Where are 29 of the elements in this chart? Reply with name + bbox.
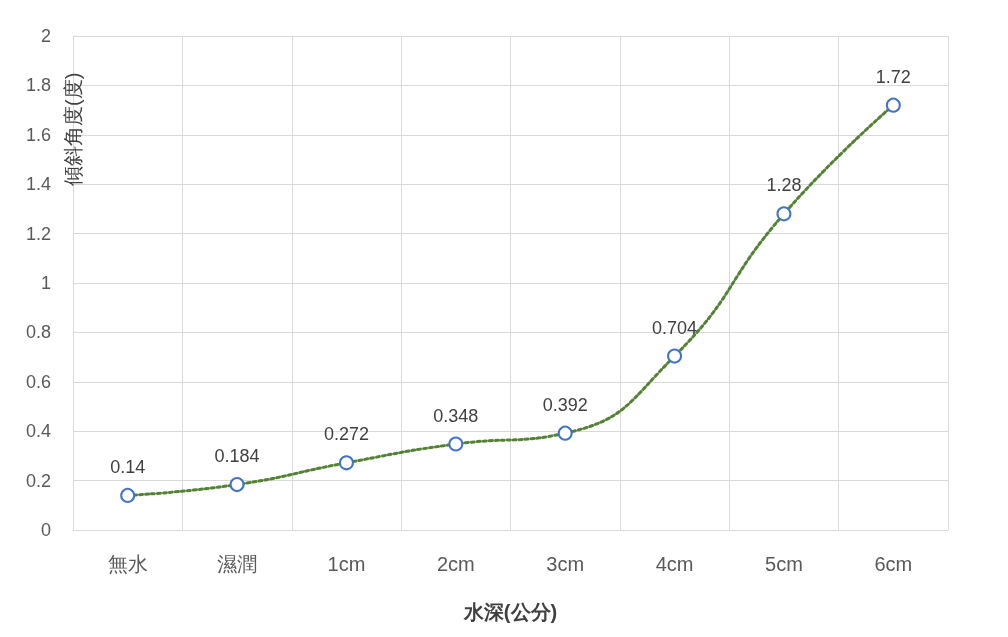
data-label: 0.184 [214,446,260,467]
x-tick-label: 無水 [107,553,148,575]
y-tick-label: 0.6 [25,371,51,392]
x-tick-label: 2cm [436,553,475,575]
data-label: 0.704 [652,317,698,338]
y-tick-label: 1.6 [25,124,51,145]
x-tick-label: 1cm [327,553,366,575]
data-label: 1.28 [766,175,802,196]
y-tick-label: 2 [40,26,51,46]
y-tick-label: 0 [40,520,51,540]
data-label: 0.14 [110,456,146,477]
data-label: 0.392 [542,394,588,415]
y-tick-label: 1.8 [25,75,51,96]
y-tick-label: 1.4 [25,174,51,195]
x-tick-label: 6cm [874,553,913,575]
y-tick-label: 1.2 [25,223,51,244]
x-tick-label: 5cm [765,553,803,575]
x-tick-label: 3cm [546,553,585,575]
y-tick-label: 0.4 [25,421,51,442]
data-label: 0.348 [433,405,479,426]
data-label: 0.272 [323,424,369,445]
y-tick-label: 0.8 [25,322,51,343]
y-tick-label: 0.2 [25,470,51,491]
y-axis-title: 傾斜角度(度) [62,72,84,186]
x-axis-title: 水深(公分) [462,601,558,623]
y-tick-label: 1 [40,273,51,293]
data-label: 1.72 [875,66,911,87]
x-tick-label: 4cm [655,553,694,575]
x-tick-label: 濕潤 [217,553,258,575]
